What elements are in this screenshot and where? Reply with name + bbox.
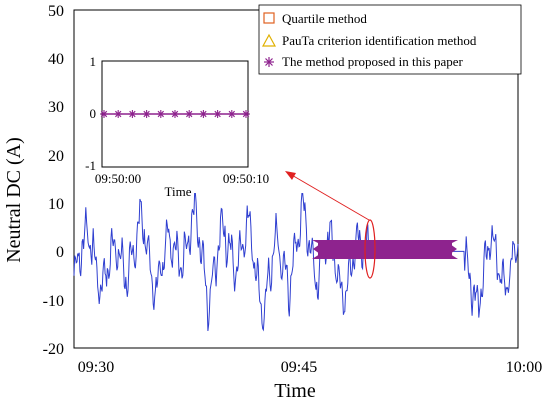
detected-band-right-edge — [448, 240, 458, 259]
inset-marker-point — [142, 110, 151, 118]
x-tick-label-0930: 09:30 — [78, 359, 114, 376]
inset-marker-point — [242, 110, 250, 118]
y-axis-title: Neutral DC (A) — [3, 137, 25, 263]
legend-label-quartile: Quartile method — [282, 11, 367, 26]
y-tick-label-10: 10 — [48, 196, 64, 213]
inset-marker-point — [100, 110, 108, 118]
y-tick-label-0: 0 — [56, 244, 64, 261]
callout-arrow-line — [289, 173, 370, 221]
callout-ellipse — [364, 219, 376, 279]
legend-marker-asterisk — [264, 57, 274, 67]
y-tick-label-50: 50 — [48, 3, 64, 20]
inset-y-tick-minus-1: -1 — [85, 158, 96, 173]
inset-marker-point — [213, 110, 222, 118]
signal-line-series — [73, 193, 519, 332]
inset-x-tick-end: 09:50:10 — [223, 171, 269, 186]
inset-marker-point — [227, 110, 236, 118]
inset-marker-point — [199, 110, 208, 118]
detected-band — [318, 240, 452, 259]
legend-label-pauta: PauTa criterion identification method — [282, 33, 477, 48]
detected-band-left-edge — [312, 240, 322, 259]
inset-marker-point — [128, 110, 137, 118]
inset-markers — [100, 110, 250, 118]
x-tick-label-1000: 10:00 — [506, 359, 542, 376]
inset-x-axis-title: Time — [165, 184, 192, 199]
y-tick-label-minus-10: -10 — [43, 293, 64, 310]
inset-marker-point — [171, 110, 179, 118]
y-tick-label-minus-20: -20 — [43, 341, 64, 358]
y-tick-label-30: 30 — [48, 99, 64, 116]
inset-marker-point — [185, 110, 194, 118]
legend-marker-triangle — [261, 33, 277, 47]
legend: Quartile method PauTa criterion identifi… — [258, 4, 522, 75]
y-tick-label-40: 40 — [48, 51, 64, 68]
inset-y-tick-0: 0 — [90, 106, 97, 121]
inset-y-tick-1: 1 — [90, 54, 97, 69]
x-tick-label-0945: 09:45 — [281, 359, 317, 376]
inset-chart: 1 0 -1 09:50:00 09:50:10 Time — [85, 54, 269, 199]
inset-x-tick-start: 09:50:00 — [95, 171, 141, 186]
inset-marker-point — [114, 110, 123, 118]
legend-box — [258, 4, 522, 75]
x-axis-title: Time — [274, 380, 316, 402]
y-tick-label-20: 20 — [48, 148, 64, 165]
callout-arrow-head — [285, 171, 296, 180]
legend-marker-square — [263, 12, 275, 24]
inset-marker-point — [156, 110, 165, 118]
legend-label-proposed: The method proposed in this paper — [282, 54, 464, 69]
